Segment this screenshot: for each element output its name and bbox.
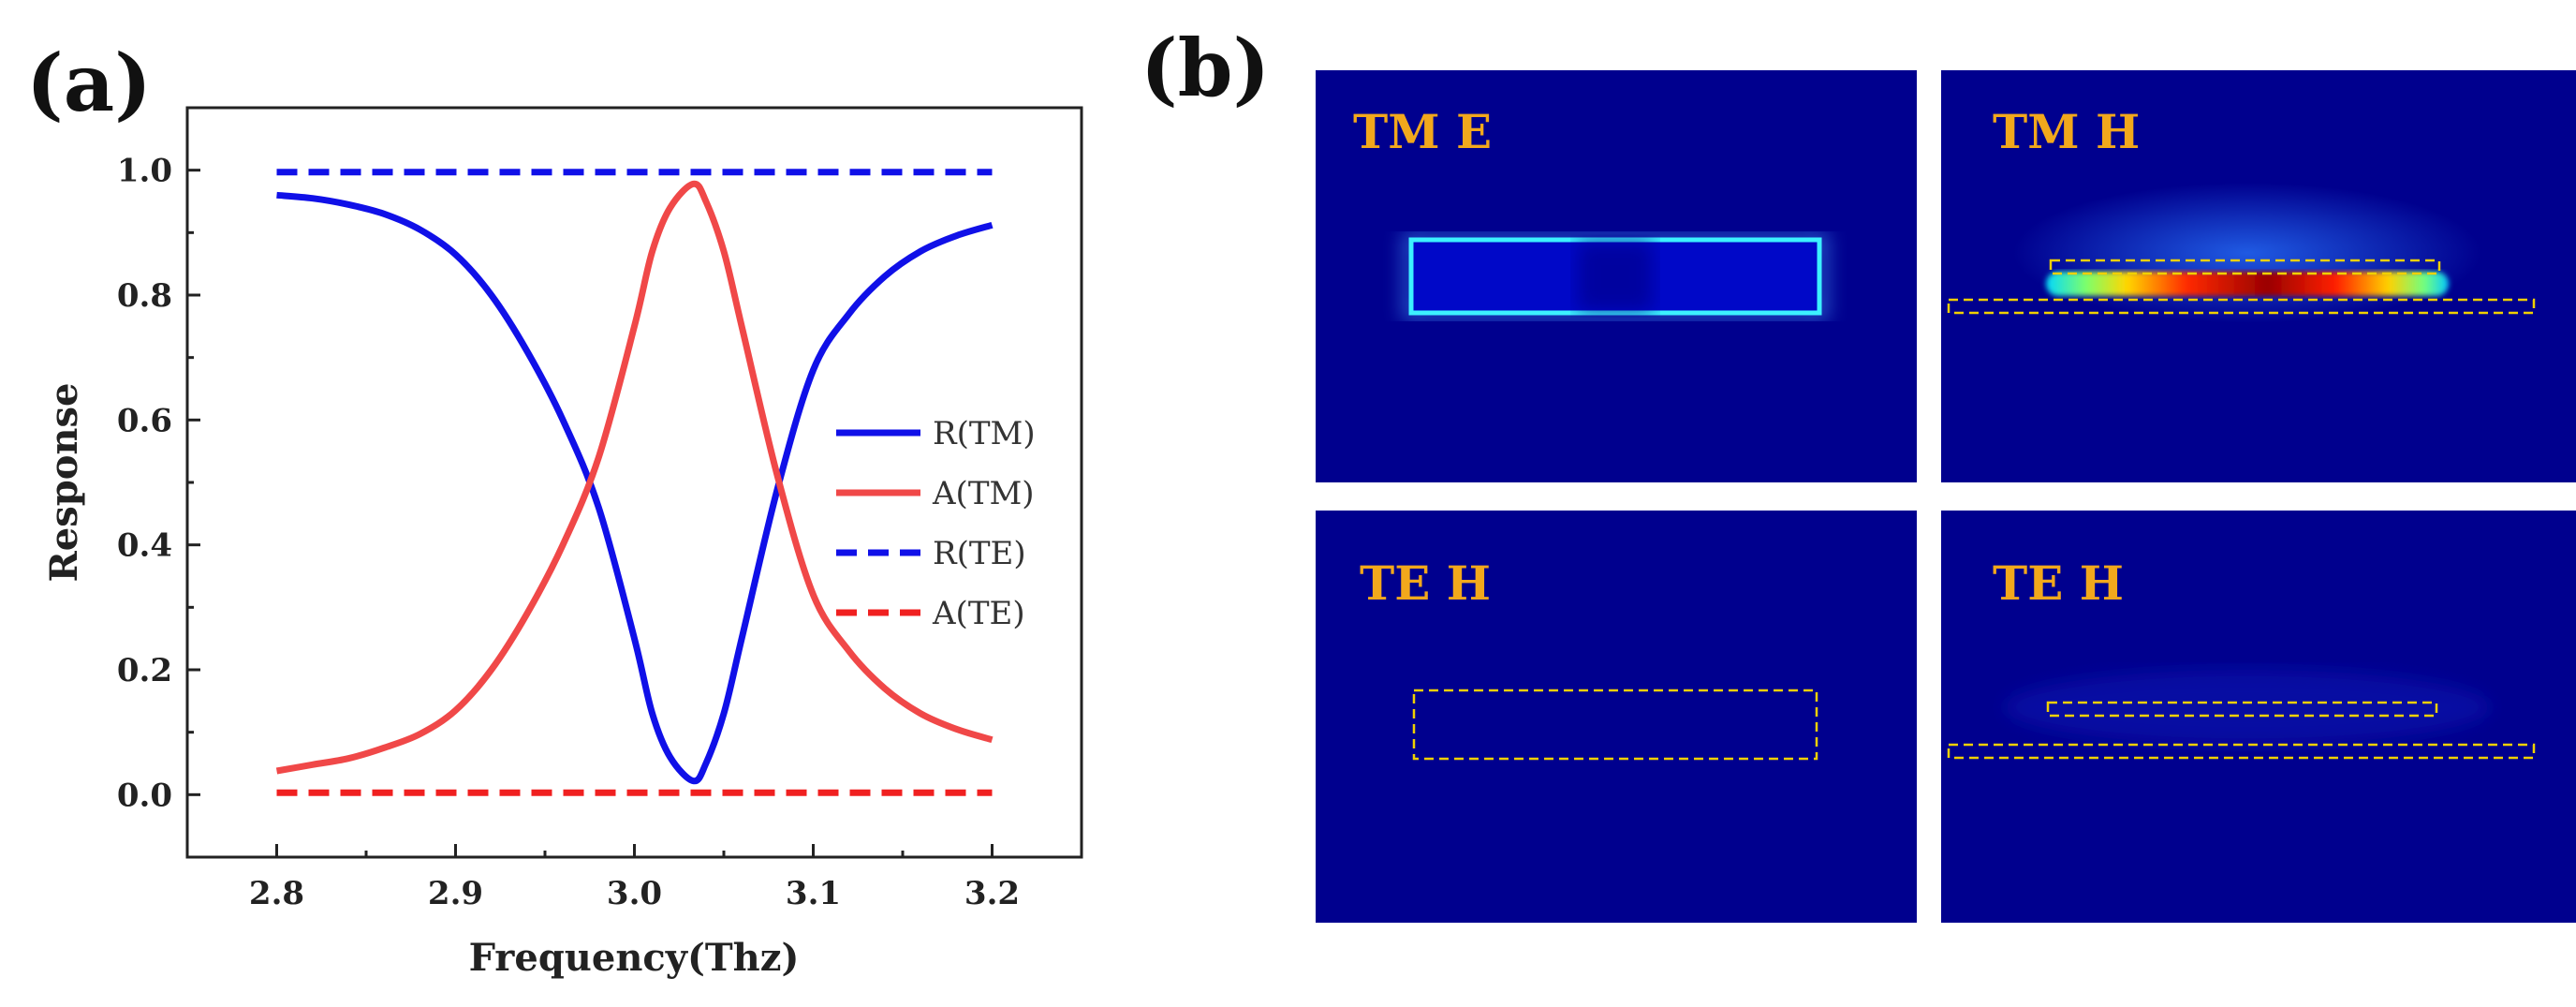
te-h-right-faint-field <box>2004 670 2491 745</box>
x-tick-label: 3.1 <box>786 875 841 912</box>
field-map-tm-h: TM H <box>1941 70 2576 482</box>
series-line-r-tm <box>276 191 994 785</box>
y-tick-label: 0.6 <box>117 402 172 439</box>
tm-e-center-gap <box>1578 242 1653 311</box>
tm-h-outline-top <box>2049 259 2441 275</box>
y-tick-label: 0.0 <box>117 777 172 814</box>
te-h-left-outline <box>1412 689 1818 761</box>
response-chart: 2.8 2.9 3.0 3.1 3.2 0.0 0.2 0.4 0.6 0.8 1.0 R(TM) A… <box>42 106 1083 980</box>
x-tick-label: 3.0 <box>607 875 662 912</box>
y-tick-label: 1.0 <box>117 153 172 190</box>
tm-h-field-glow <box>2013 183 2481 323</box>
series-layer <box>275 169 994 796</box>
field-label-te-h-right: TE H <box>1993 555 2124 611</box>
te-h-right-outline-top <box>2046 701 2438 718</box>
field-map-tm-e: TM E <box>1316 70 1917 482</box>
legend-label: R(TM) <box>933 415 1036 452</box>
field-map-te-h-right: TE H <box>1941 511 2576 923</box>
x-tick-label: 2.8 <box>249 875 304 912</box>
x-tick-label: 3.2 <box>964 875 1020 912</box>
field-label-tm-e: TM E <box>1353 104 1492 159</box>
y-tick-label: 0.4 <box>117 527 172 565</box>
legend-label: A(TE) <box>932 595 1025 632</box>
legend-label: R(TE) <box>933 535 1026 572</box>
field-maps-panel: TM E TM H TE H TE H <box>1316 70 2576 923</box>
panel-label-b: (b) <box>1141 22 1270 114</box>
axis-ticks: 2.8 2.9 3.0 3.1 3.2 0.0 0.2 0.4 0.6 0.8 1.0 <box>117 106 1083 912</box>
y-tick-label: 0.2 <box>117 652 172 689</box>
x-axis-title: Frequency(Thz) <box>469 936 800 980</box>
tm-h-field-hotspot <box>2046 272 2449 296</box>
tm-h-outline-bottom <box>1947 298 2536 315</box>
legend: R(TM) A(TM) R(TE) A(TE) <box>836 415 1036 632</box>
field-map-te-h-left: TE H <box>1316 511 1917 923</box>
y-tick-label: 0.8 <box>117 277 172 315</box>
te-h-right-outline-bottom <box>1947 743 2536 760</box>
series-line-a-tm <box>275 180 994 775</box>
panel-label-a: (a) <box>26 37 152 129</box>
field-label-te-h-left: TE H <box>1360 555 1491 611</box>
y-axis-title: Response <box>42 383 86 583</box>
x-tick-label: 2.9 <box>428 875 483 912</box>
legend-label: A(TM) <box>932 475 1035 512</box>
field-label-tm-h: TM H <box>1993 104 2140 159</box>
